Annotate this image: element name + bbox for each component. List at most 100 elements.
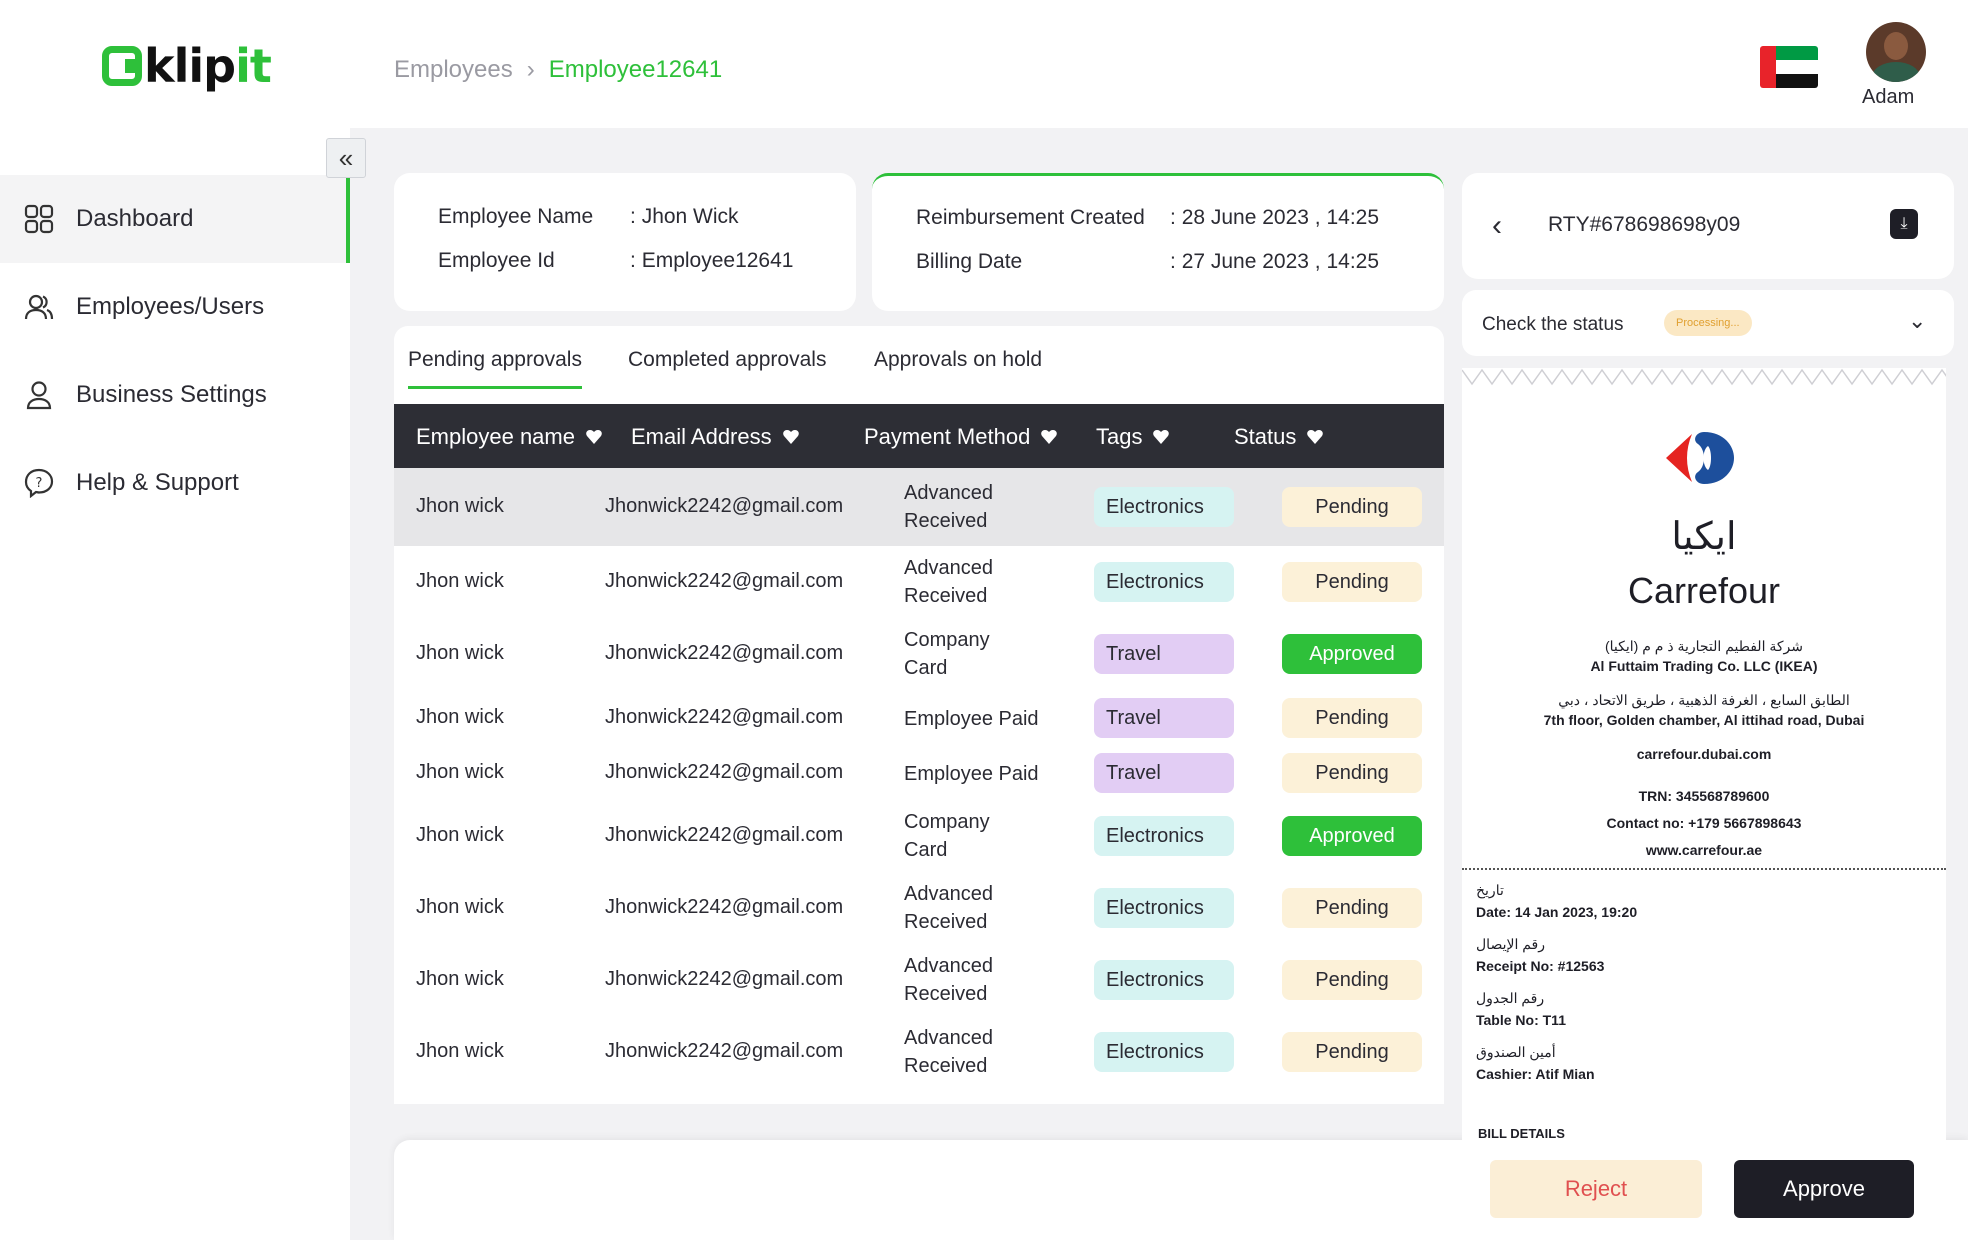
status-badge[interactable]: Approved <box>1282 816 1422 856</box>
sidebar-item-business-settings[interactable]: Business Settings <box>0 351 350 439</box>
tag-badge[interactable]: Electronics <box>1094 562 1234 602</box>
payment-method-cell: Employee Paid <box>904 705 1039 733</box>
employee-name-cell: Jhon wick <box>416 761 504 783</box>
store-site: carrefour.dubai.com <box>1636 746 1772 762</box>
employee-name-value-row: : Jhon Wick <box>630 205 739 229</box>
uae-flag-icon[interactable] <box>1760 46 1818 88</box>
reimbursement-created-value-row: : 28 June 2023 , 14:25 <box>1170 206 1379 230</box>
tag-badge[interactable]: Electronics <box>1094 888 1234 928</box>
payment-method-line: Received <box>904 585 988 607</box>
status-badge[interactable]: Pending <box>1282 562 1422 602</box>
sidebar-item-dashboard[interactable]: Dashboard <box>0 175 350 263</box>
tab-approvals-on-hold[interactable]: Approvals on hold <box>874 348 1043 371</box>
billing-date-value: 27 June 2023 , 14:25 <box>1181 250 1380 273</box>
payment-method-cell: Company Card <box>904 808 990 864</box>
chevron-down-icon: ⌄ <box>1908 308 1927 333</box>
separator: : <box>630 205 636 228</box>
table-no-label-arabic: رقم الجدول <box>1476 990 1545 1006</box>
email-cell: Jhonwick2242@gmail.com <box>605 706 844 728</box>
breadcrumb-employees-link[interactable]: Employees <box>394 56 513 83</box>
table-row[interactable]: Jhon wick Jhonwick2242@gmail.com Company Ca… <box>394 800 1444 872</box>
filter-icon <box>586 430 602 444</box>
tag-badge[interactable]: Travel <box>1094 753 1234 793</box>
table-row[interactable]: Jhon wick Jhonwick2242@gmail.com Advanced R… <box>394 468 1444 546</box>
avatar[interactable] <box>1866 22 1926 82</box>
employee-name-cell: Jhon wick <box>416 495 504 517</box>
column-header-payment-method[interactable]: Payment Method <box>864 424 1058 450</box>
table-row[interactable]: Jhon wick Jhonwick2242@gmail.com Advanced R… <box>394 546 1444 618</box>
status-badge[interactable]: Pending <box>1282 698 1422 738</box>
employee-info-card: Employee Name : Jhon Wick Employee Id : … <box>394 173 856 311</box>
address: 7th floor, Golden chamber, Al ittihad ro… <box>1543 712 1865 728</box>
column-label: Email Address <box>631 424 772 449</box>
tag-badge[interactable]: Travel <box>1094 634 1234 674</box>
store-website: www.carrefour.ae <box>1645 842 1763 858</box>
download-icon[interactable]: ⤓ <box>1890 209 1918 239</box>
table-row[interactable]: Jhon wick Jhonwick2242@gmail.com Advanced R… <box>394 1016 1444 1088</box>
column-header-email-address[interactable]: Email Address <box>631 424 800 450</box>
status-badge[interactable]: Pending <box>1282 888 1422 928</box>
receipt-date: Date: 14 Jan 2023, 19:20 <box>1476 904 1638 920</box>
status-badge[interactable]: Pending <box>1282 753 1422 793</box>
column-header-status[interactable]: Status <box>1234 424 1324 450</box>
tag-badge[interactable]: Electronics <box>1094 816 1234 856</box>
address-arabic: الطابق السابع ، الغرفة الذهبية ، طريق ال… <box>1558 692 1850 708</box>
header: Employees › Employee12641 Adam <box>350 0 1968 128</box>
double-chevron-left-icon: « <box>338 142 354 173</box>
payment-method-cell: Advanced Received <box>904 479 993 535</box>
employee-name-cell: Jhon wick <box>416 1040 504 1062</box>
table-row[interactable]: Jhon wick Jhonwick2242@gmail.com Employee … <box>394 690 1444 746</box>
status-badge[interactable]: Pending <box>1282 960 1422 1000</box>
payment-method-line: Employee Paid <box>904 708 1039 730</box>
collapse-sidebar-button[interactable]: « <box>326 138 366 178</box>
tab-pending-approvals[interactable]: Pending approvals <box>408 348 582 389</box>
employee-name-value: Jhon Wick <box>641 205 739 228</box>
grid-icon <box>24 204 54 234</box>
billing-date-row: Billing Date <box>916 250 1022 274</box>
tag-badge[interactable]: Travel <box>1094 698 1234 738</box>
filter-icon <box>1041 430 1058 444</box>
employee-id-row: Employee Id <box>438 249 555 273</box>
email-cell: Jhonwick2242@gmail.com <box>605 896 844 918</box>
receipt-number: Receipt No: #12563 <box>1476 958 1605 974</box>
back-arrow-icon[interactable]: ‹ <box>1492 209 1502 242</box>
payment-method-line: Advanced <box>904 883 993 905</box>
payment-method-cell: Advanced Received <box>904 554 993 610</box>
reimbursement-created-label: Reimbursement Created <box>916 206 1145 229</box>
tag-badge[interactable]: Electronics <box>1094 960 1234 1000</box>
status-badge[interactable]: Pending <box>1282 487 1422 527</box>
reimbursement-created-value: 28 June 2023 , 14:25 <box>1181 206 1380 229</box>
payment-method-line: Received <box>904 983 988 1005</box>
tag-badge[interactable]: Electronics <box>1094 487 1234 527</box>
logo-text: klipit <box>144 39 272 93</box>
tag-badge[interactable]: Electronics <box>1094 1032 1234 1072</box>
klipit-logo[interactable]: klipit <box>102 39 272 93</box>
payment-method-line: Advanced <box>904 1027 993 1049</box>
help-icon: ? <box>24 468 54 498</box>
sidebar-item-employees[interactable]: Employees/Users <box>0 263 350 351</box>
table-row[interactable]: Jhon wick Jhonwick2242@gmail.com Employee … <box>394 746 1444 800</box>
email-cell: Jhonwick2242@gmail.com <box>605 968 844 990</box>
status-badge[interactable]: Pending <box>1282 1032 1422 1072</box>
table-row[interactable]: Jhon wick Jhonwick2242@gmail.com Advanced R… <box>394 944 1444 1016</box>
approvals-tabs: Pending approvals Completed approvals Ap… <box>394 326 1444 390</box>
sidebar-item-help-support[interactable]: ? Help & Support <box>0 439 350 527</box>
status-dropdown[interactable]: Check the status Processing... ⌄ <box>1462 290 1954 356</box>
separator: : <box>1170 206 1176 229</box>
employee-name-label: Employee Name <box>438 205 594 228</box>
table-row[interactable]: Jhon wick Jhonwick2242@gmail.com Advanced R… <box>394 872 1444 944</box>
approve-button[interactable]: Approve <box>1734 1160 1914 1218</box>
carrefour-logo <box>1666 432 1734 484</box>
email-cell: Jhonwick2242@gmail.com <box>605 761 844 783</box>
reject-button[interactable]: Reject <box>1490 1160 1702 1218</box>
tab-completed-approvals[interactable]: Completed approvals <box>628 348 827 371</box>
employee-id-label: Employee Id <box>438 249 555 272</box>
status-badge[interactable]: Approved <box>1282 634 1422 674</box>
column-header-employee-name[interactable]: Employee name <box>416 424 603 450</box>
payment-method-line: Advanced <box>904 955 993 977</box>
employee-name-cell: Jhon wick <box>416 706 504 728</box>
table-row[interactable]: Jhon wick Jhonwick2242@gmail.com Company Ca… <box>394 618 1444 690</box>
column-label: Tags <box>1096 424 1143 449</box>
column-header-tags[interactable]: Tags <box>1096 424 1170 450</box>
email-cell: Jhonwick2242@gmail.com <box>605 824 844 846</box>
